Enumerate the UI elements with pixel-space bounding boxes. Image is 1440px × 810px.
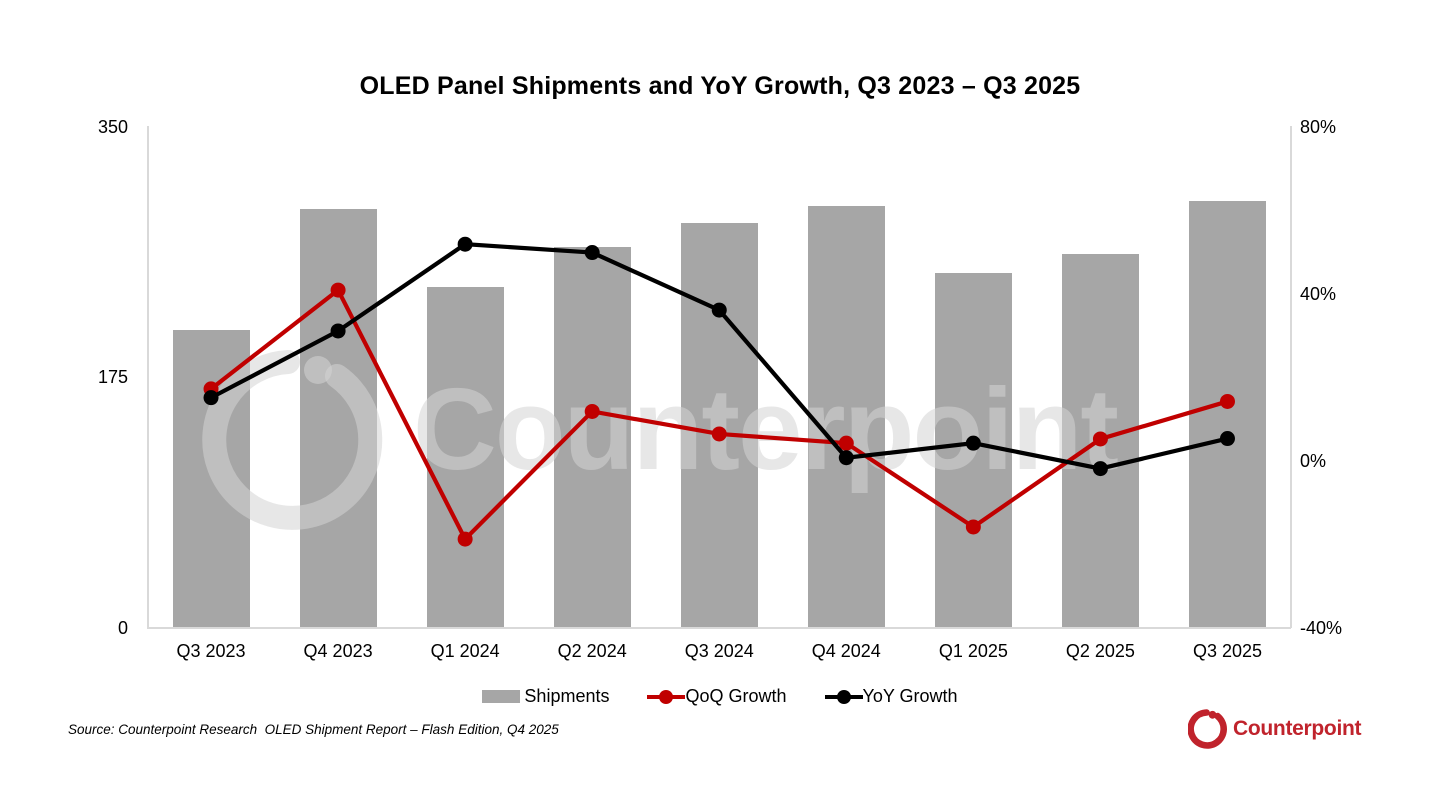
right-axis-tick-0: 0% <box>1300 450 1327 471</box>
yoy-growth-point-q3-2025 <box>1219 431 1235 447</box>
bar-q1-2024 <box>426 287 504 628</box>
x-axis-label-q3-2025: Q3 2025 <box>1192 641 1262 661</box>
legend-label-shipments: Shipments <box>524 686 610 706</box>
x-axis-label-q1-2025: Q1 2025 <box>938 641 1008 661</box>
bar-q3-2024 <box>680 222 758 628</box>
legend-item-shipments: Shipments <box>482 686 609 707</box>
left-axis-tick-350: 350 <box>97 117 128 137</box>
x-axis-label-q2-2024: Q2 2024 <box>557 641 627 661</box>
qoq-growth-point-q2-2024 <box>584 403 600 419</box>
legend-label-yoy-growth: YoY Growth <box>862 686 958 706</box>
shipments-swatch-icon <box>482 690 521 703</box>
yoy-growth-point-q2-2024 <box>584 245 600 261</box>
yoy-growth-point-q4-2023 <box>330 323 346 339</box>
legend-item-yoy-growth: YoY Growth <box>824 686 958 707</box>
x-axis-label-q3-2024: Q3 2024 <box>684 641 754 661</box>
chart-legend: Shipments QoQ Growth YoY Growth <box>0 686 1440 707</box>
left-axis-line <box>147 126 149 628</box>
yoy-line-dot-icon <box>824 689 863 704</box>
qoq-growth-line <box>209 286 1229 543</box>
yoy-growth-point-q3-2024 <box>711 302 727 318</box>
qoq-growth-point-q1-2025 <box>965 519 981 535</box>
bar-q4-2024 <box>807 205 885 628</box>
right-axis-tick--40: -40% <box>1300 617 1343 638</box>
x-axis-label-q4-2024: Q4 2024 <box>811 641 881 661</box>
bar-q3-2025 <box>1188 201 1266 628</box>
left-axis-tick-0: 0 <box>117 617 128 638</box>
counterpoint-logo-icon <box>1188 709 1227 749</box>
counterpoint-logo-text: Counterpoint <box>1233 717 1362 740</box>
x-axis-label-q3-2023: Q3 2023 <box>176 641 246 661</box>
right-axis-tick-40: 40% <box>1300 283 1337 304</box>
qoq-growth-point-q4-2023 <box>330 282 346 298</box>
source-note: Source: Counterpoint Research OLED Shipm… <box>68 722 559 737</box>
yoy-growth-point-q4-2024 <box>838 450 854 466</box>
x-axis-label-q2-2025: Q2 2025 <box>1065 641 1135 661</box>
yoy-growth-point-q2-2025 <box>1092 461 1108 477</box>
yoy-growth-point-q1-2024 <box>457 236 473 252</box>
yoy-growth-point-q3-2023 <box>203 390 219 406</box>
legend-item-qoq-growth: QoQ Growth <box>647 686 787 707</box>
left-axis-tick-175: 175 <box>97 367 128 388</box>
qoq-growth-point-q2-2025 <box>1092 431 1108 447</box>
qoq-line-dot-icon <box>647 689 686 704</box>
x-axis-label-q4-2023: Q4 2023 <box>303 641 373 661</box>
right-axis-tick-80: 80% <box>1300 117 1337 137</box>
qoq-growth-point-q1-2024 <box>457 531 473 547</box>
legend-label-qoq-growth: QoQ Growth <box>685 686 787 706</box>
yoy-growth-point-q1-2025 <box>965 435 981 451</box>
chart-title: OLED Panel Shipments and YoY Growth, Q3 … <box>359 72 1081 100</box>
right-axis-line <box>1290 126 1292 628</box>
x-axis-line <box>147 627 1291 629</box>
qoq-growth-point-q4-2024 <box>838 435 854 451</box>
counterpoint-logo: Counterpoint <box>1188 708 1362 750</box>
qoq-growth-point-q3-2024 <box>711 426 727 442</box>
qoq-growth-point-q3-2025 <box>1219 393 1235 409</box>
x-axis-label-q1-2024: Q1 2024 <box>430 641 500 661</box>
